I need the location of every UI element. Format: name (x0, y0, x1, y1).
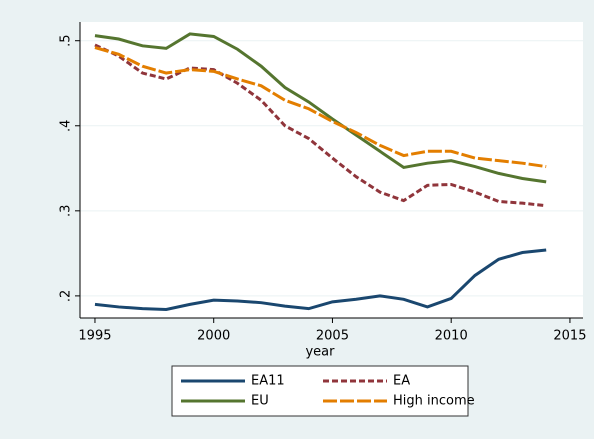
legend-label: EA11 (251, 374, 285, 389)
series-line (94, 32, 547, 184)
legend-label: EA (393, 374, 410, 389)
y-tick-label: .2 (59, 290, 74, 302)
legend-box (171, 365, 469, 417)
series-line (94, 46, 547, 169)
series-line (94, 43, 547, 208)
legend-label: EU (251, 394, 269, 409)
series-line (94, 248, 547, 311)
x-tick-label: 2010 (435, 329, 468, 344)
x-tick-label: 2000 (197, 329, 230, 344)
x-axis-title: year (305, 345, 335, 360)
plot-area (80, 22, 583, 318)
legend-label: High income (393, 394, 475, 409)
x-tick-label: 2015 (553, 329, 586, 344)
x-tick-label: 2005 (316, 329, 349, 344)
y-tick-label: .5 (59, 35, 74, 47)
y-tick-label: .3 (59, 205, 74, 217)
x-tick-label: 1995 (78, 329, 111, 344)
y-tick-label: .4 (59, 120, 74, 132)
